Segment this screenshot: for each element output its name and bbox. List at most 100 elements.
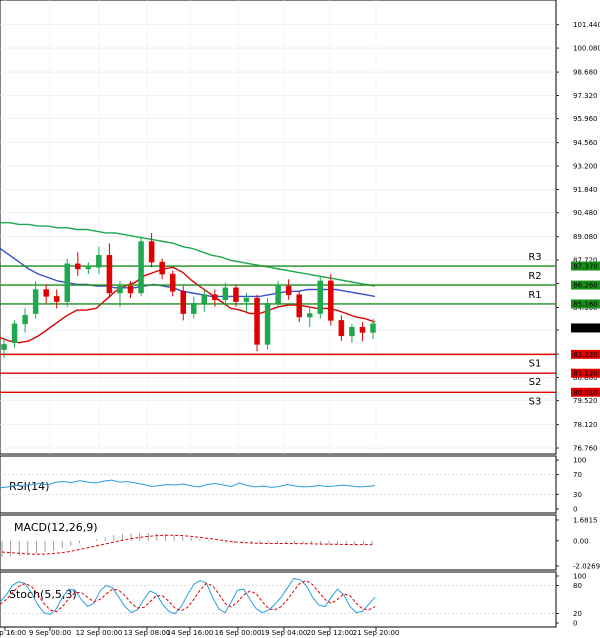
price-tick-label: 78.120 <box>573 421 598 429</box>
stoch-panel-frame <box>0 571 557 628</box>
candle-body <box>180 291 186 314</box>
current-price-marker: 83.760 <box>571 323 600 333</box>
macd-signal-line <box>1 534 372 555</box>
candle-body <box>338 320 345 337</box>
macd-panel: MACD(12,26,9) 1.6815 0.00 -2.0269 <box>1 517 600 571</box>
indicator-tick-label: 100 <box>573 457 586 465</box>
level-name: R1 <box>528 290 541 301</box>
candle-body <box>1 344 7 350</box>
level-price-tag-text: 81.120 <box>573 370 598 378</box>
macd-panel-frame <box>0 514 557 571</box>
macd-title: MACD(12,26,9) <box>14 521 98 534</box>
price-tick-label: 79.520 <box>573 397 598 405</box>
candle-body <box>285 285 292 295</box>
candle-body <box>117 285 123 294</box>
rsi-panel: RSI(14) 100 70 30 0 <box>0 457 586 514</box>
price-tick-label: 101.440 <box>573 21 600 29</box>
time-tick-label: 20 Sep 12:00 <box>307 629 354 637</box>
candle-body <box>148 241 155 263</box>
level-price-tag-text: 82.220 <box>573 351 598 359</box>
rsi-panel-frame <box>0 455 557 514</box>
candle-body <box>53 296 60 302</box>
level-name: S1 <box>529 358 542 369</box>
moving-average-line <box>0 247 376 298</box>
candle-body <box>32 289 39 314</box>
moving-average-lines <box>0 221 376 344</box>
price-tick-label: 87.720 <box>573 257 598 265</box>
level-price-tag <box>571 387 600 397</box>
price-tick-label: 93.200 <box>573 163 598 171</box>
candle-body <box>127 285 134 294</box>
stoch-title: Stoch(5,5,3) <box>9 588 77 601</box>
level-price-tag <box>571 261 600 271</box>
price-tick-label: 100.080 <box>573 45 600 53</box>
indicator-tick-label: 20 <box>573 610 582 618</box>
candle-body <box>159 261 165 275</box>
candle-body <box>317 280 324 314</box>
candle-body <box>359 327 366 333</box>
candle-body <box>254 297 260 345</box>
candle-body <box>222 287 229 301</box>
stoch-d-line <box>0 580 376 613</box>
candle-body <box>275 285 281 304</box>
candle-body <box>85 266 92 270</box>
candle-body <box>106 254 113 294</box>
level-price-tag <box>571 349 600 359</box>
price-panel-frame <box>0 0 557 455</box>
price-tick-label: 98.680 <box>573 69 598 77</box>
price-tick-label: 89.080 <box>573 233 598 241</box>
moving-average-line <box>0 221 376 287</box>
time-tick-label: 12 Sep 00:00 <box>76 629 123 637</box>
candle-body <box>96 254 102 268</box>
indicator-tick-label: 80 <box>573 582 582 590</box>
level-name: R3 <box>528 252 541 263</box>
level-name: S3 <box>529 396 542 407</box>
time-tick-label: 9 Sep 00:00 <box>29 629 71 637</box>
indicator-tick-label: 0 <box>573 620 577 628</box>
stoch-k-line <box>0 577 376 616</box>
price-tick-label: 97.320 <box>573 92 598 100</box>
price-tick-label: 94.560 <box>573 139 598 147</box>
candle-body <box>43 289 49 297</box>
time-tick-label: 13 Sep 08:00 <box>124 629 171 637</box>
time-tick-label: 16 Sep 00:00 <box>215 629 262 637</box>
panel-frames <box>0 0 557 628</box>
price-tick-label: 76.760 <box>573 445 598 453</box>
level-name: S2 <box>529 377 542 388</box>
rsi-title: RSI(14) <box>9 480 49 493</box>
level-price-tag-text: 80.010 <box>573 389 598 397</box>
time-tick-label: 19 Sep 04:00 <box>261 629 308 637</box>
candle-body <box>349 327 355 337</box>
price-tick-label: 91.840 <box>573 186 598 194</box>
time-tick-label: 21 Sep 20:00 <box>353 629 400 637</box>
rsi-line <box>0 479 376 489</box>
candle-body <box>138 241 144 294</box>
indicator-tick-label: 0 <box>573 506 577 514</box>
candle-body <box>169 273 176 292</box>
indicator-tick-label: 30 <box>573 491 582 499</box>
indicator-tick-label: 70 <box>573 471 582 479</box>
candle-body <box>212 294 218 301</box>
candle-body <box>328 280 334 321</box>
candle-body <box>75 263 81 270</box>
candle-body <box>201 294 208 304</box>
level-price-tag-text: 87.370 <box>573 263 598 271</box>
level-price-tag-text: 86.260 <box>573 282 598 290</box>
price-tick-label: 90.480 <box>573 209 598 217</box>
candle-body <box>306 313 313 318</box>
level-price-tag-text: 85.160 <box>573 300 598 308</box>
current-price-tag <box>571 323 600 333</box>
current-price-tag-text: 83.760 <box>573 324 598 332</box>
moving-average-line <box>0 266 376 344</box>
candle-body <box>233 287 239 302</box>
indicator-tick-label: -2.0269 <box>573 563 600 571</box>
candle-body <box>64 263 71 302</box>
level-price-tag <box>571 299 600 309</box>
time-tick-label: 14 Sep 16:00 <box>167 629 214 637</box>
candle-body <box>191 303 197 314</box>
candlesticks <box>1 232 376 359</box>
candle-body <box>370 323 376 333</box>
